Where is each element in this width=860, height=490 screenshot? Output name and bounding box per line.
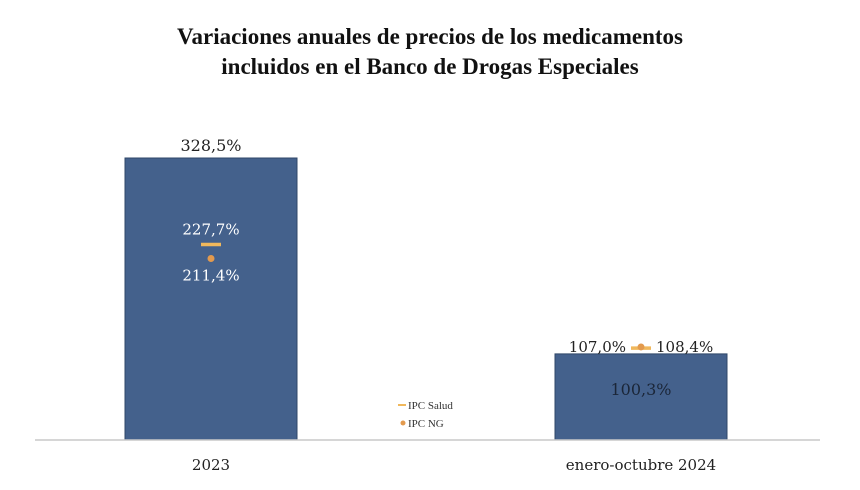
legend-ipc-ng-label: IPC NG: [408, 418, 444, 430]
x-tick-label: enero-octubre 2024: [566, 456, 716, 474]
ipc-salud-label: 227,7%: [182, 221, 239, 239]
ipc-ng-label: 211,4%: [182, 267, 239, 285]
chart-title: Variaciones anuales de precios de los me…: [0, 22, 860, 82]
bar-0: [124, 157, 298, 441]
title-line-2: incluidos en el Banco de Drogas Especial…: [221, 54, 639, 79]
ipc-ng-label: 108,4%: [656, 338, 713, 356]
title-line-1: Variaciones anuales de precios de los me…: [177, 24, 683, 49]
ipc-ng-marker: [637, 343, 645, 351]
bar-label: 100,3%: [610, 380, 671, 399]
ipc-salud-label: 107,0%: [569, 338, 626, 356]
legend-ipc-ng-icon: [400, 420, 406, 426]
bar-label: 328,5%: [180, 136, 241, 155]
x-tick-label: 2023: [192, 456, 230, 474]
legend-ipc-salud-label: IPC Salud: [408, 400, 453, 412]
ipc-ng-marker: [207, 255, 215, 263]
